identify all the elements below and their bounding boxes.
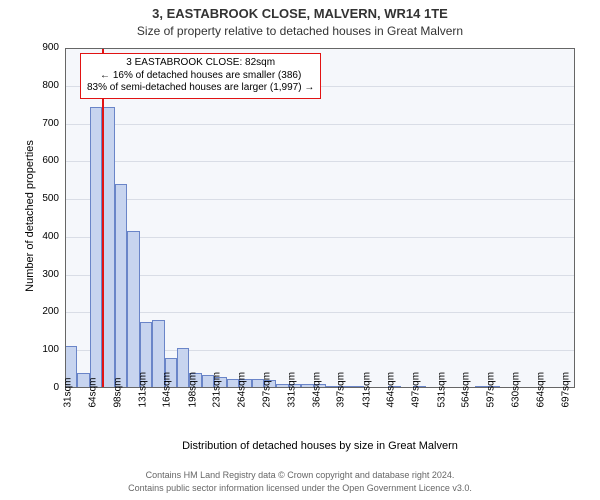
y-tick-label: 700 (27, 118, 59, 129)
x-tick-label: 131sqm (137, 402, 148, 408)
x-tick-label: 264sqm (237, 402, 248, 408)
x-tick-label: 597sqm (485, 402, 496, 408)
x-tick-label: 531sqm (436, 402, 447, 408)
x-tick-label: 31sqm (63, 402, 74, 408)
x-tick-label: 464sqm (386, 402, 397, 408)
x-tick-label: 697sqm (560, 402, 571, 408)
footer-license: Contains public sector information licen… (0, 483, 600, 493)
y-tick-label: 100 (27, 344, 59, 355)
x-tick-label: 231sqm (212, 402, 223, 408)
y-tick-label: 0 (27, 382, 59, 393)
x-axis-label: Distribution of detached houses by size … (65, 440, 575, 452)
x-tick-label: 497sqm (411, 402, 422, 408)
gridline (65, 199, 575, 200)
chart-title-address: 3, EASTABROOK CLOSE, MALVERN, WR14 1TE (0, 6, 600, 21)
x-tick-label: 664sqm (535, 402, 546, 408)
x-tick-label: 364sqm (311, 402, 322, 408)
annotation-line-3: 83% of semi-detached houses are larger (… (87, 82, 314, 95)
y-tick-label: 900 (27, 42, 59, 53)
y-tick-label: 600 (27, 155, 59, 166)
marker-annotation: 3 EASTABROOK CLOSE: 82sqm ← 16% of detac… (80, 53, 321, 99)
x-tick-label: 431sqm (361, 402, 372, 408)
x-tick-label: 397sqm (336, 402, 347, 408)
annotation-line-2: ← 16% of detached houses are smaller (38… (87, 70, 314, 83)
property-marker-line (102, 48, 104, 388)
gridline (65, 275, 575, 276)
gridline (65, 237, 575, 238)
x-tick-label: 64sqm (87, 402, 98, 408)
footer-copyright: Contains HM Land Registry data © Crown c… (0, 470, 600, 480)
histogram-bar (127, 231, 139, 388)
x-tick-label: 331sqm (287, 402, 298, 408)
annotation-line-1: 3 EASTABROOK CLOSE: 82sqm (87, 57, 314, 70)
y-tick-label: 300 (27, 269, 59, 280)
gridline (65, 312, 575, 313)
y-axis-label: Number of detached properties (24, 116, 36, 316)
x-tick-label: 564sqm (461, 402, 472, 408)
plot-area (65, 48, 575, 388)
x-tick-label: 198sqm (187, 402, 198, 408)
x-tick-label: 98sqm (113, 402, 124, 408)
histogram-bar (102, 107, 114, 388)
x-tick-label: 630sqm (510, 402, 521, 408)
histogram-bar (90, 107, 102, 388)
x-tick-label: 297sqm (261, 402, 272, 408)
gridline (65, 124, 575, 125)
histogram-bar (115, 184, 127, 388)
y-tick-label: 200 (27, 306, 59, 317)
gridline (65, 161, 575, 162)
y-tick-label: 500 (27, 193, 59, 204)
x-tick-label: 164sqm (162, 402, 173, 408)
y-tick-label: 400 (27, 231, 59, 242)
chart-title-description: Size of property relative to detached ho… (0, 24, 600, 38)
y-tick-label: 800 (27, 80, 59, 91)
